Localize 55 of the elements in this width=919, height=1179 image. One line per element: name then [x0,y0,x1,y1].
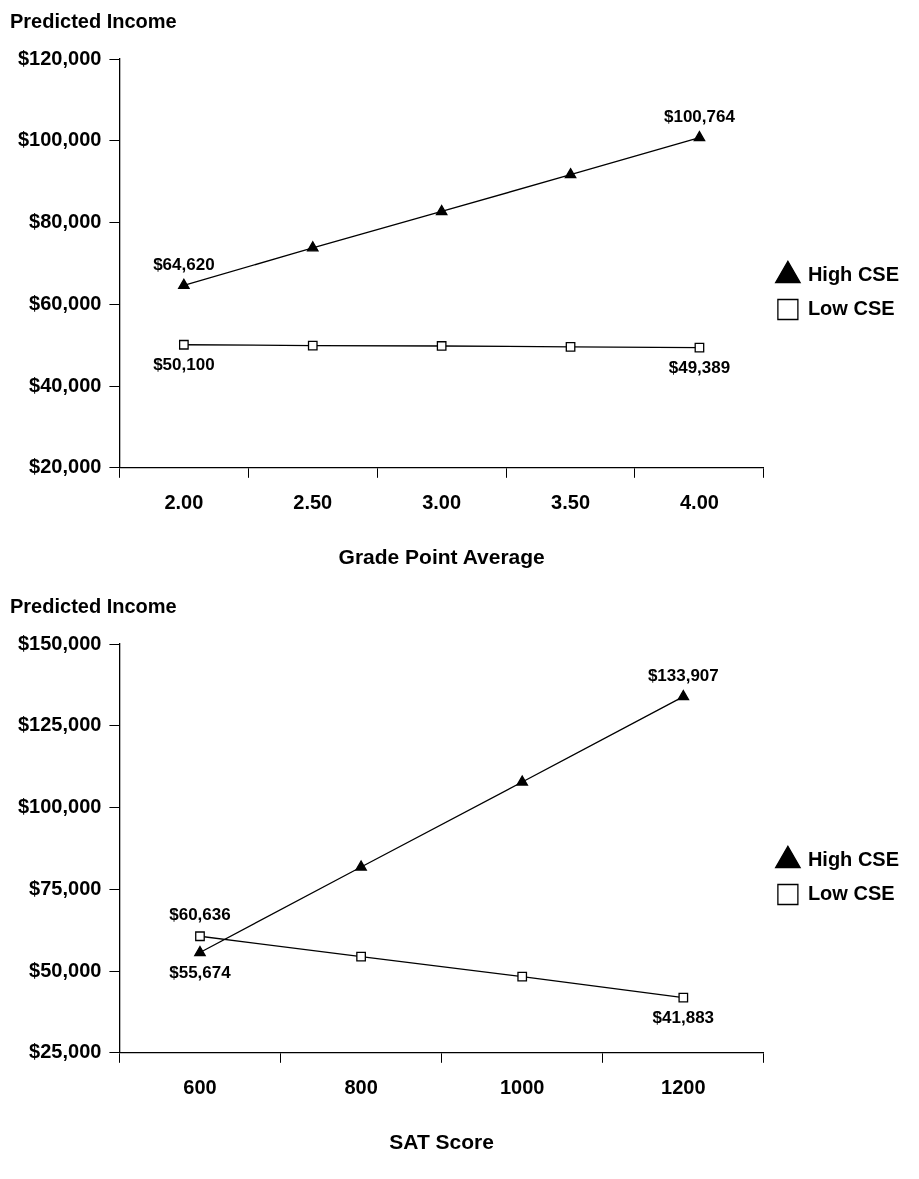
y-tick-label: $75,000 [29,876,102,899]
y-tick-label: $150,000 [18,631,102,654]
point [306,241,319,252]
y-tick-label: $125,000 [18,713,102,736]
legend-label: Low CSE [807,882,895,905]
y-tick-label: $40,000 [29,373,102,396]
x-tick-label: 600 [183,1076,217,1099]
x-tick-label: 1200 [661,1076,706,1099]
y-tick-label: $80,000 [29,210,102,233]
x-tick-label: 2.00 [164,491,204,514]
y-tick-label: $120,000 [18,46,102,69]
y-tick-label: $25,000 [29,1040,102,1063]
y-tick-label: $50,000 [29,958,102,981]
x-tick-label: 800 [344,1076,378,1099]
point [693,130,706,142]
y-tick-label: $20,000 [29,455,102,478]
point [194,945,206,957]
x-tick-label: 3.50 [551,491,591,514]
point [178,278,190,290]
point [436,341,447,351]
data-label: $64,620 [153,254,215,274]
point [307,340,318,351]
chart-title: Predicted Income [10,594,177,617]
data-label: $41,883 [652,1007,715,1027]
legend-label: High CSE [807,263,900,286]
point [694,342,705,353]
point [356,951,366,962]
point [564,168,577,179]
data-label: $50,100 [153,354,215,374]
x-axis-title: Grade Point Average [338,545,545,569]
point [517,971,528,982]
x-tick-label: 4.00 [679,491,719,514]
point [178,339,189,350]
point [678,992,689,1003]
legend-label: High CSE [807,848,900,871]
point [435,204,448,216]
point [195,931,205,942]
y-tick-label: $100,000 [18,795,102,818]
data-label: $49,389 [668,357,731,377]
data-label: $55,674 [169,962,232,982]
data-label: $60,636 [169,905,231,925]
point [355,860,367,871]
x-axis-title: SAT Score [389,1130,494,1154]
chart-title: Predicted Income [10,9,177,32]
data-label: $100,764 [663,106,736,126]
legend-label: Low CSE [807,297,895,320]
data-label: $133,907 [647,665,719,685]
y-tick-label: $100,000 [18,128,102,151]
x-tick-label: 2.50 [293,491,333,514]
point [565,341,576,352]
x-tick-label: 1000 [499,1076,545,1099]
x-tick-label: 3.00 [422,491,462,514]
point [516,775,529,786]
y-tick-label: $60,000 [29,291,102,314]
point [677,689,690,701]
